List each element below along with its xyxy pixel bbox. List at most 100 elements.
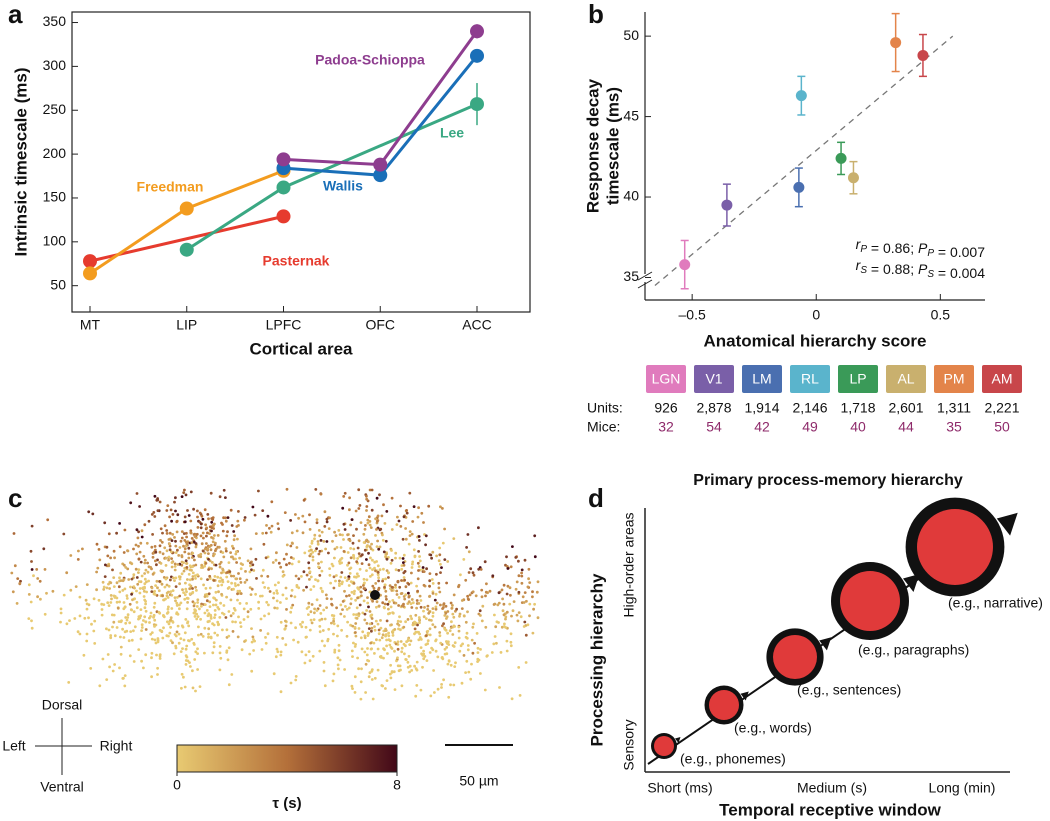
marker (470, 24, 484, 39)
cell (121, 677, 125, 680)
cell (341, 506, 345, 510)
cell (202, 536, 205, 540)
cell (360, 594, 363, 598)
cell (174, 496, 177, 500)
cell (178, 546, 182, 549)
area-box (646, 365, 686, 393)
cell (268, 590, 272, 593)
cell (447, 659, 451, 663)
cell (200, 542, 204, 546)
cell (509, 593, 512, 597)
cell (339, 546, 343, 549)
cell (165, 509, 169, 512)
cell (264, 636, 267, 639)
cell (126, 616, 130, 619)
cell (366, 518, 370, 522)
cell (130, 592, 134, 596)
cell (290, 588, 294, 592)
cell (113, 595, 117, 598)
cell (313, 537, 316, 541)
cell (132, 547, 135, 551)
cell (251, 635, 255, 639)
cell (381, 684, 384, 688)
cell (191, 669, 194, 673)
cell (462, 654, 466, 657)
cell (239, 581, 243, 584)
cell (142, 554, 146, 558)
cell (174, 544, 178, 548)
cell (441, 624, 444, 628)
cell (343, 615, 346, 618)
cell (279, 690, 283, 694)
cell (446, 610, 450, 613)
cell (111, 669, 115, 673)
cell (249, 547, 253, 551)
cell (351, 541, 355, 545)
cell (239, 567, 243, 571)
cell (238, 602, 242, 605)
cell (368, 520, 372, 523)
cell (394, 583, 397, 587)
cell (476, 646, 480, 650)
cell (180, 555, 184, 559)
cell (307, 613, 310, 616)
cell (484, 594, 487, 598)
node (654, 736, 674, 756)
cell (250, 640, 254, 644)
cell (184, 663, 188, 666)
cell (159, 539, 162, 542)
panel-letter: a (8, 0, 23, 29)
units-value: 2,601 (888, 400, 923, 416)
cell (464, 671, 467, 674)
cell (185, 644, 189, 648)
cell (170, 561, 174, 564)
area-label: PM (944, 371, 965, 387)
cell (161, 594, 165, 598)
cell (189, 519, 193, 523)
cell (160, 582, 164, 586)
cell (121, 627, 124, 631)
cell (76, 558, 80, 561)
cell (233, 534, 237, 538)
cell (441, 541, 445, 545)
cell (387, 634, 391, 638)
cell (396, 619, 400, 623)
cell (422, 615, 426, 619)
cell (188, 587, 192, 591)
cell (132, 629, 135, 633)
cell (221, 580, 225, 584)
cell (175, 611, 179, 614)
cell (109, 634, 113, 637)
cell (279, 650, 283, 654)
cell (367, 563, 371, 567)
cell (237, 615, 240, 619)
cell (404, 527, 407, 530)
cell (290, 562, 294, 566)
cell (137, 580, 141, 583)
cell (421, 665, 424, 669)
cell (318, 574, 322, 577)
cell (168, 544, 172, 548)
cell (206, 614, 210, 618)
cell (301, 620, 304, 624)
cell (320, 569, 324, 573)
axis-break (637, 271, 653, 281)
cell (307, 601, 311, 605)
cell (403, 597, 407, 601)
cell (357, 539, 361, 543)
cell (65, 622, 69, 626)
cell (517, 559, 520, 563)
cell (479, 614, 482, 617)
cell (323, 644, 326, 648)
compass-label: Dorsal (42, 697, 82, 713)
cell (251, 563, 255, 567)
area-box (694, 365, 734, 393)
cell (201, 531, 205, 535)
cell (464, 635, 468, 639)
cell (402, 625, 406, 629)
cell (415, 660, 419, 664)
cell (236, 537, 239, 541)
cell (349, 547, 352, 550)
cell (227, 561, 231, 564)
cell (183, 685, 187, 689)
